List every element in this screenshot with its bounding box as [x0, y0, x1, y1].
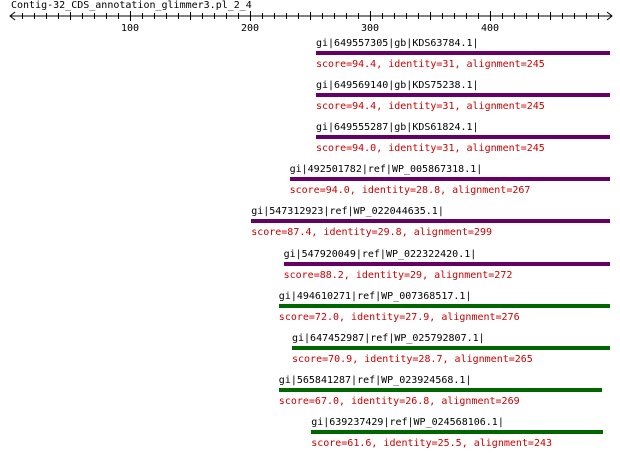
hit-accession-label[interactable]: gi|547312923|ref|WP_022044635.1| — [251, 206, 444, 218]
hit-alignment-bar[interactable] — [283, 261, 610, 266]
hit-score-stats: score=72.0, identity=27.9, alignment=276 — [278, 311, 520, 323]
hit-alignment-bar[interactable] — [292, 345, 610, 350]
hit-alignment-bar[interactable] — [311, 429, 603, 434]
ruler-left-arrow-icon — [9, 11, 16, 21]
hit-accession-label[interactable]: gi|494610271|ref|WP_007368517.1| — [278, 290, 472, 302]
ruler-tick-label: 200 — [241, 23, 259, 34]
hit-alignment-bar[interactable] — [289, 177, 610, 182]
hit-row[interactable]: gi|649555287|gb|KDS61824.1| score=94.0, i… — [0, 122, 620, 164]
hit-accession-label[interactable]: gi|649569140|gb|KDS75238.1| — [316, 80, 479, 92]
hit-accession-label[interactable]: gi|565841287|ref|WP_023924568.1| — [278, 374, 472, 386]
hit-score-stats: score=94.0, identity=31, alignment=245 — [316, 143, 545, 155]
hit-score-stats: score=87.4, identity=29.8, alignment=299 — [251, 227, 493, 239]
hit-alignment-bar[interactable] — [251, 219, 610, 224]
hit-row[interactable]: gi|649569140|gb|KDS75238.1| score=94.4, i… — [0, 80, 620, 122]
sequence-title: Contig-32_CDS_annotation_glimmer3.pl_2_4 — [11, 0, 252, 11]
hit-row[interactable]: gi|547312923|ref|WP_022044635.1| score=87… — [0, 206, 620, 248]
ruler-ticks: 100 200 300 400 — [22, 11, 599, 34]
hit-row[interactable]: gi|649557305|gb|KDS63784.1| score=94.4, i… — [0, 38, 620, 80]
hit-score-stats: score=67.0, identity=26.8, alignment=269 — [278, 395, 520, 407]
ruler-tick-label: 300 — [361, 23, 379, 34]
hit-alignment-bar[interactable] — [316, 51, 610, 55]
hit-score-stats: score=61.6, identity=25.5, alignment=243 — [311, 437, 553, 449]
hit-row[interactable]: gi|647452987|ref|WP_025792807.1| score=70… — [0, 333, 620, 375]
hit-accession-label[interactable]: gi|547920049|ref|WP_022322420.1| — [283, 248, 477, 260]
hit-score-stats: score=94.4, identity=31, alignment=245 — [316, 59, 545, 70]
hit-row[interactable]: gi|639237429|ref|WP_024568106.1| score=61… — [0, 417, 620, 459]
hit-row[interactable]: gi|565841287|ref|WP_023924568.1| score=67… — [0, 375, 620, 417]
hit-alignment-bar[interactable] — [316, 93, 610, 98]
hit-accession-label[interactable]: gi|639237429|ref|WP_024568106.1| — [311, 416, 504, 428]
ruler-right-arrow-icon — [606, 11, 613, 21]
hit-accession-label[interactable]: gi|647452987|ref|WP_025792807.1| — [292, 332, 485, 344]
hit-score-stats: score=94.4, identity=31, alignment=245 — [316, 101, 545, 113]
hit-row[interactable]: gi|492501782|ref|WP_005867318.1| score=94… — [0, 164, 620, 206]
ruler-tick-label: 100 — [121, 23, 139, 34]
ruler-tick-label: 400 — [481, 23, 499, 34]
hit-row[interactable]: gi|547920049|ref|WP_022322420.1| score=88… — [0, 249, 620, 291]
hit-alignment-bar[interactable] — [278, 387, 602, 392]
hit-score-stats: score=88.2, identity=29, alignment=272 — [283, 269, 513, 281]
hit-alignment-bar[interactable] — [316, 135, 610, 140]
hit-accession-label[interactable]: gi|492501782|ref|WP_005867318.1| — [289, 164, 483, 176]
hit-accession-label[interactable]: gi|649557305|gb|KDS63784.1| — [316, 38, 479, 49]
hit-score-stats: score=94.0, identity=28.8, alignment=267 — [289, 185, 531, 197]
hit-alignment-bar[interactable] — [278, 303, 610, 308]
hit-accession-label[interactable]: gi|649555287|gb|KDS61824.1| — [316, 122, 479, 134]
hit-score-stats: score=70.9, identity=28.7, alignment=265 — [292, 353, 533, 365]
hit-row[interactable]: gi|494610271|ref|WP_007368517.1| score=72… — [0, 291, 620, 333]
coordinate-ruler: 100 200 300 400 — [9, 11, 613, 34]
